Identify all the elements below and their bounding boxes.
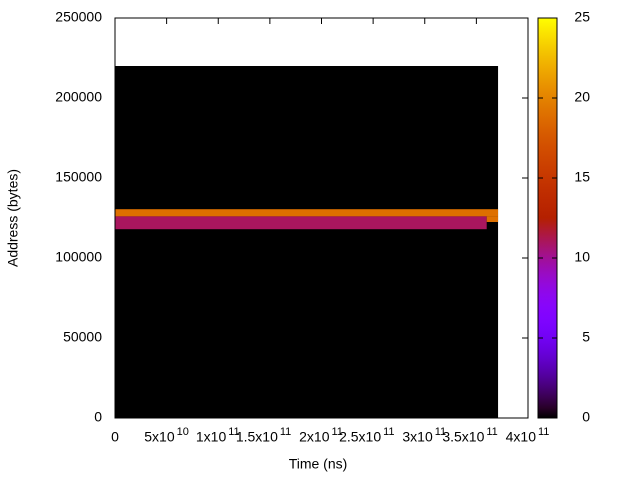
x-tick-exponent: 11	[332, 426, 343, 438]
heatmap-cell	[115, 216, 487, 230]
colorbar-tick-label: 5	[582, 329, 590, 345]
colorbar-tick-label: 25	[574, 9, 590, 25]
x-tick-exponent: 11	[486, 426, 497, 438]
colorbar-tick-label: 10	[574, 249, 590, 265]
x-tick-label: 3.5x10	[442, 429, 484, 445]
x-tick-label: 5x10	[144, 429, 175, 445]
colorbar	[537, 17, 558, 419]
x-tick-exponent: 11	[280, 426, 291, 438]
x-tick-exponent: 11	[538, 426, 549, 438]
x-tick-label: 1x10	[196, 429, 227, 445]
colorbar-tick-label: 20	[574, 89, 590, 105]
x-axis-label: Time (ns)	[289, 456, 348, 472]
y-tick-label: 50000	[63, 329, 102, 345]
x-tick-label: 1.5x10	[236, 429, 278, 445]
x-tick-exponent: 11	[383, 426, 394, 438]
x-tick-exponent: 10	[177, 426, 189, 438]
x-tick-label: 0	[111, 429, 119, 445]
heatmap-cell	[115, 66, 499, 418]
y-tick-label: 250000	[55, 9, 102, 25]
y-tick-label: 0	[94, 409, 102, 425]
heatmap-cell	[115, 209, 499, 217]
x-tick-label: 4x10	[506, 429, 537, 445]
y-tick-label: 200000	[55, 89, 102, 105]
y-tick-label: 150000	[55, 169, 102, 185]
colorbar-tick-label: 0	[582, 409, 590, 425]
x-tick-exponent: 11	[435, 426, 446, 438]
x-tick-exponent: 11	[228, 426, 239, 438]
x-tick-label: 2x10	[299, 429, 330, 445]
heatmap-cell	[486, 216, 499, 222]
y-axis-label: Address (bytes)	[5, 169, 21, 267]
x-tick-label: 2.5x10	[339, 429, 381, 445]
colorbar-tick-label: 15	[574, 169, 590, 185]
y-tick-label: 100000	[55, 249, 102, 265]
x-tick-label: 3x10	[402, 429, 433, 445]
